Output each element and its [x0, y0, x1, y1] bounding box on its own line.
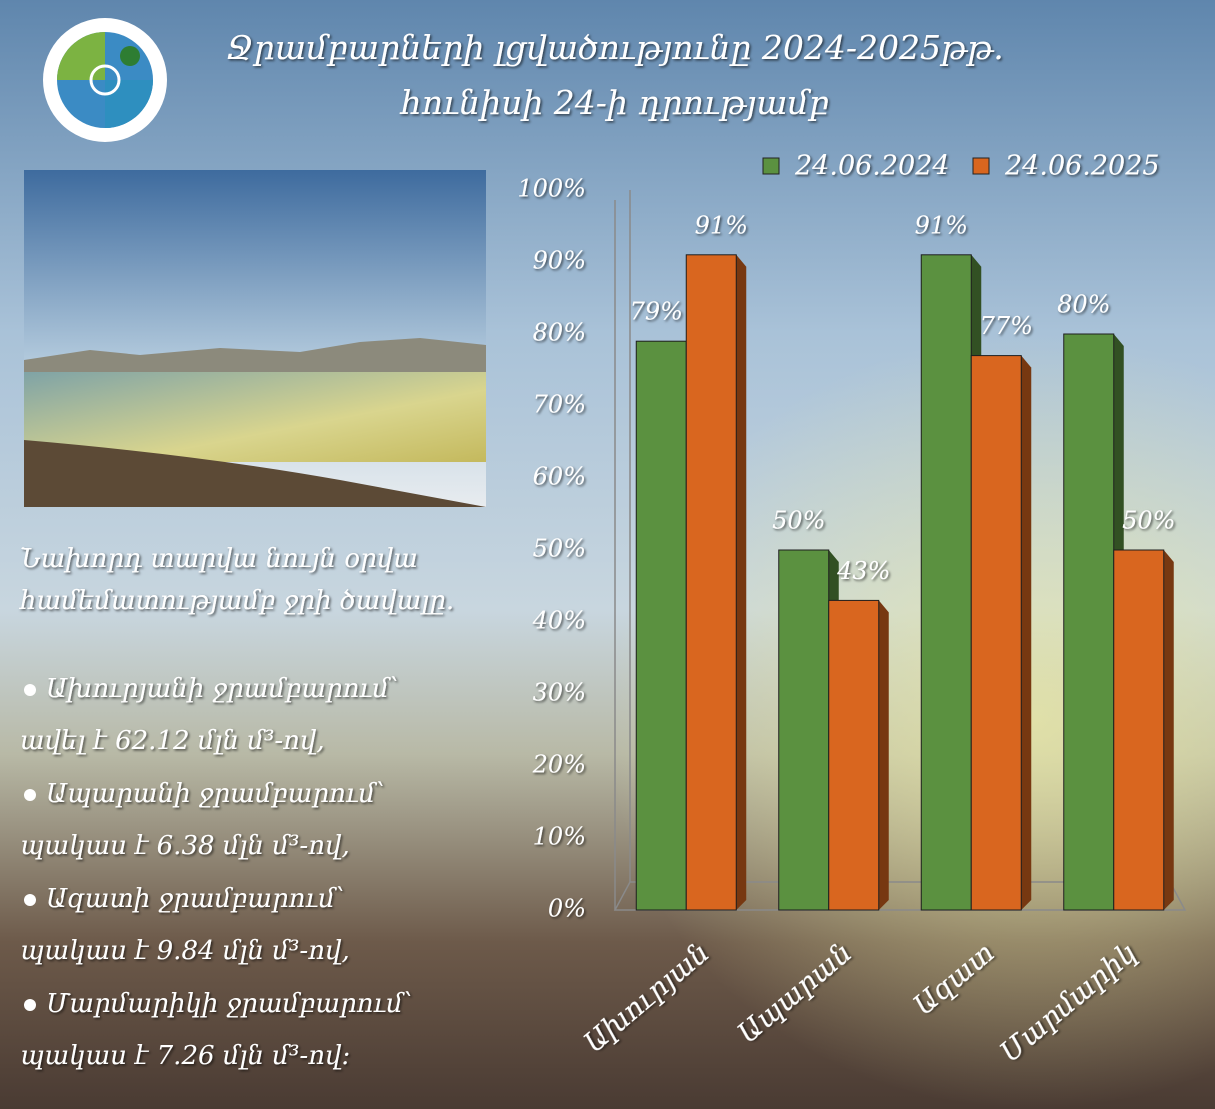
summary-line: պակաս է 7.26 մլն մ³-ով:	[20, 1041, 350, 1071]
title-line: Ջրամբարների լցվածությունը 2024-2025թթ.	[226, 28, 1003, 67]
bar	[970, 355, 1022, 911]
title-line: հունիսի 24-ի դրությամբ	[399, 83, 829, 122]
bullet	[24, 789, 36, 801]
y-tick-label: 30%	[533, 679, 586, 707]
y-tick-label: 40%	[532, 607, 586, 635]
bar	[685, 254, 737, 911]
bar	[1063, 333, 1115, 911]
value-label: 91%	[695, 211, 748, 239]
bar-side	[1163, 550, 1174, 910]
summary-line: Ապարանի ջրամբարում՝	[46, 779, 385, 809]
bar-side	[878, 600, 889, 910]
y-tick-label: 10%	[533, 823, 586, 851]
bar	[635, 340, 687, 911]
summary-line: ավել է 62.12 մլն մ³-ով,	[20, 726, 325, 756]
bullet	[24, 684, 36, 696]
y-tick-label: 70%	[533, 391, 586, 419]
value-label: 43%	[836, 557, 890, 585]
legend-swatch	[972, 157, 990, 175]
value-label: 50%	[772, 507, 825, 535]
legend-swatch	[762, 157, 780, 175]
bullet	[24, 999, 36, 1011]
intro-line: համեմատությամբ ջրի ծավալը.	[18, 586, 454, 616]
y-tick-label: 90%	[533, 247, 586, 275]
summary-line: Մարմարիկի ջրամբարում՝	[46, 989, 412, 1019]
logo	[43, 18, 167, 142]
summary-line: Ախուրյանի ջրամբարում՝	[46, 674, 398, 704]
summary-line: պակաս է 6.38 մլն մ³-ով,	[20, 831, 350, 861]
intro-line: Նախորդ տարվա նույն օրվա	[20, 544, 418, 574]
summary-line: պակաս է 9.84 մլն մ³-ով,	[20, 936, 350, 966]
y-tick-label: 100%	[517, 175, 586, 203]
bar	[1113, 549, 1165, 911]
value-label: 77%	[980, 312, 1033, 340]
bar-side	[1021, 355, 1032, 911]
y-tick-label: 50%	[533, 535, 586, 563]
y-tick-label: 60%	[533, 463, 586, 491]
bar-side	[736, 254, 747, 911]
photo	[24, 170, 486, 507]
bar	[778, 549, 830, 911]
value-label: 79%	[630, 298, 683, 326]
bar	[920, 254, 972, 911]
y-tick-label: 0%	[548, 895, 586, 923]
bar	[828, 599, 880, 911]
legend-label: 24.06.2025	[1004, 151, 1160, 182]
y-tick-label: 20%	[532, 751, 586, 779]
value-label: 50%	[1122, 507, 1175, 535]
value-label: 91%	[915, 211, 968, 239]
summary-text: Նախորդ տարվա նույն օրվա համեմատությամբ ջր…	[18, 544, 454, 1071]
legend-label: 24.06.2024	[794, 151, 950, 182]
value-label: 80%	[1057, 291, 1110, 319]
summary-line: Ազատի ջրամբարում՝	[46, 884, 344, 914]
bullet	[24, 894, 36, 906]
title-block: Ջրամբարների լցվածությունը 2024-2025թթ. հո…	[226, 28, 1003, 122]
y-tick-label: 80%	[533, 319, 586, 347]
